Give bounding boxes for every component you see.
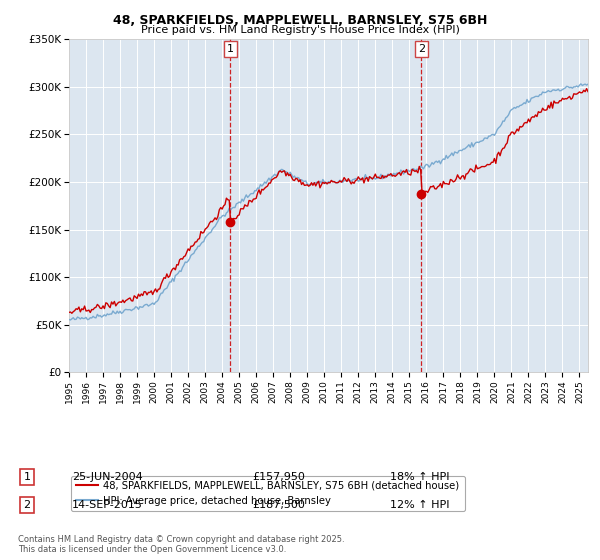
- Text: Contains HM Land Registry data © Crown copyright and database right 2025.
This d: Contains HM Land Registry data © Crown c…: [18, 535, 344, 554]
- Text: 48, SPARKFIELDS, MAPPLEWELL, BARNSLEY, S75 6BH: 48, SPARKFIELDS, MAPPLEWELL, BARNSLEY, S…: [113, 14, 487, 27]
- Text: 14-SEP-2015: 14-SEP-2015: [72, 500, 143, 510]
- Text: 1: 1: [23, 472, 31, 482]
- Text: 12% ↑ HPI: 12% ↑ HPI: [390, 500, 449, 510]
- Text: Price paid vs. HM Land Registry's House Price Index (HPI): Price paid vs. HM Land Registry's House …: [140, 25, 460, 35]
- Legend: 48, SPARKFIELDS, MAPPLEWELL, BARNSLEY, S75 6BH (detached house), HPI: Average pr: 48, SPARKFIELDS, MAPPLEWELL, BARNSLEY, S…: [71, 475, 464, 511]
- Text: 2: 2: [418, 44, 425, 54]
- Text: £157,950: £157,950: [252, 472, 305, 482]
- Text: £187,500: £187,500: [252, 500, 305, 510]
- Text: 2: 2: [23, 500, 31, 510]
- Text: 18% ↑ HPI: 18% ↑ HPI: [390, 472, 449, 482]
- Text: 25-JUN-2004: 25-JUN-2004: [72, 472, 143, 482]
- Text: 1: 1: [227, 44, 234, 54]
